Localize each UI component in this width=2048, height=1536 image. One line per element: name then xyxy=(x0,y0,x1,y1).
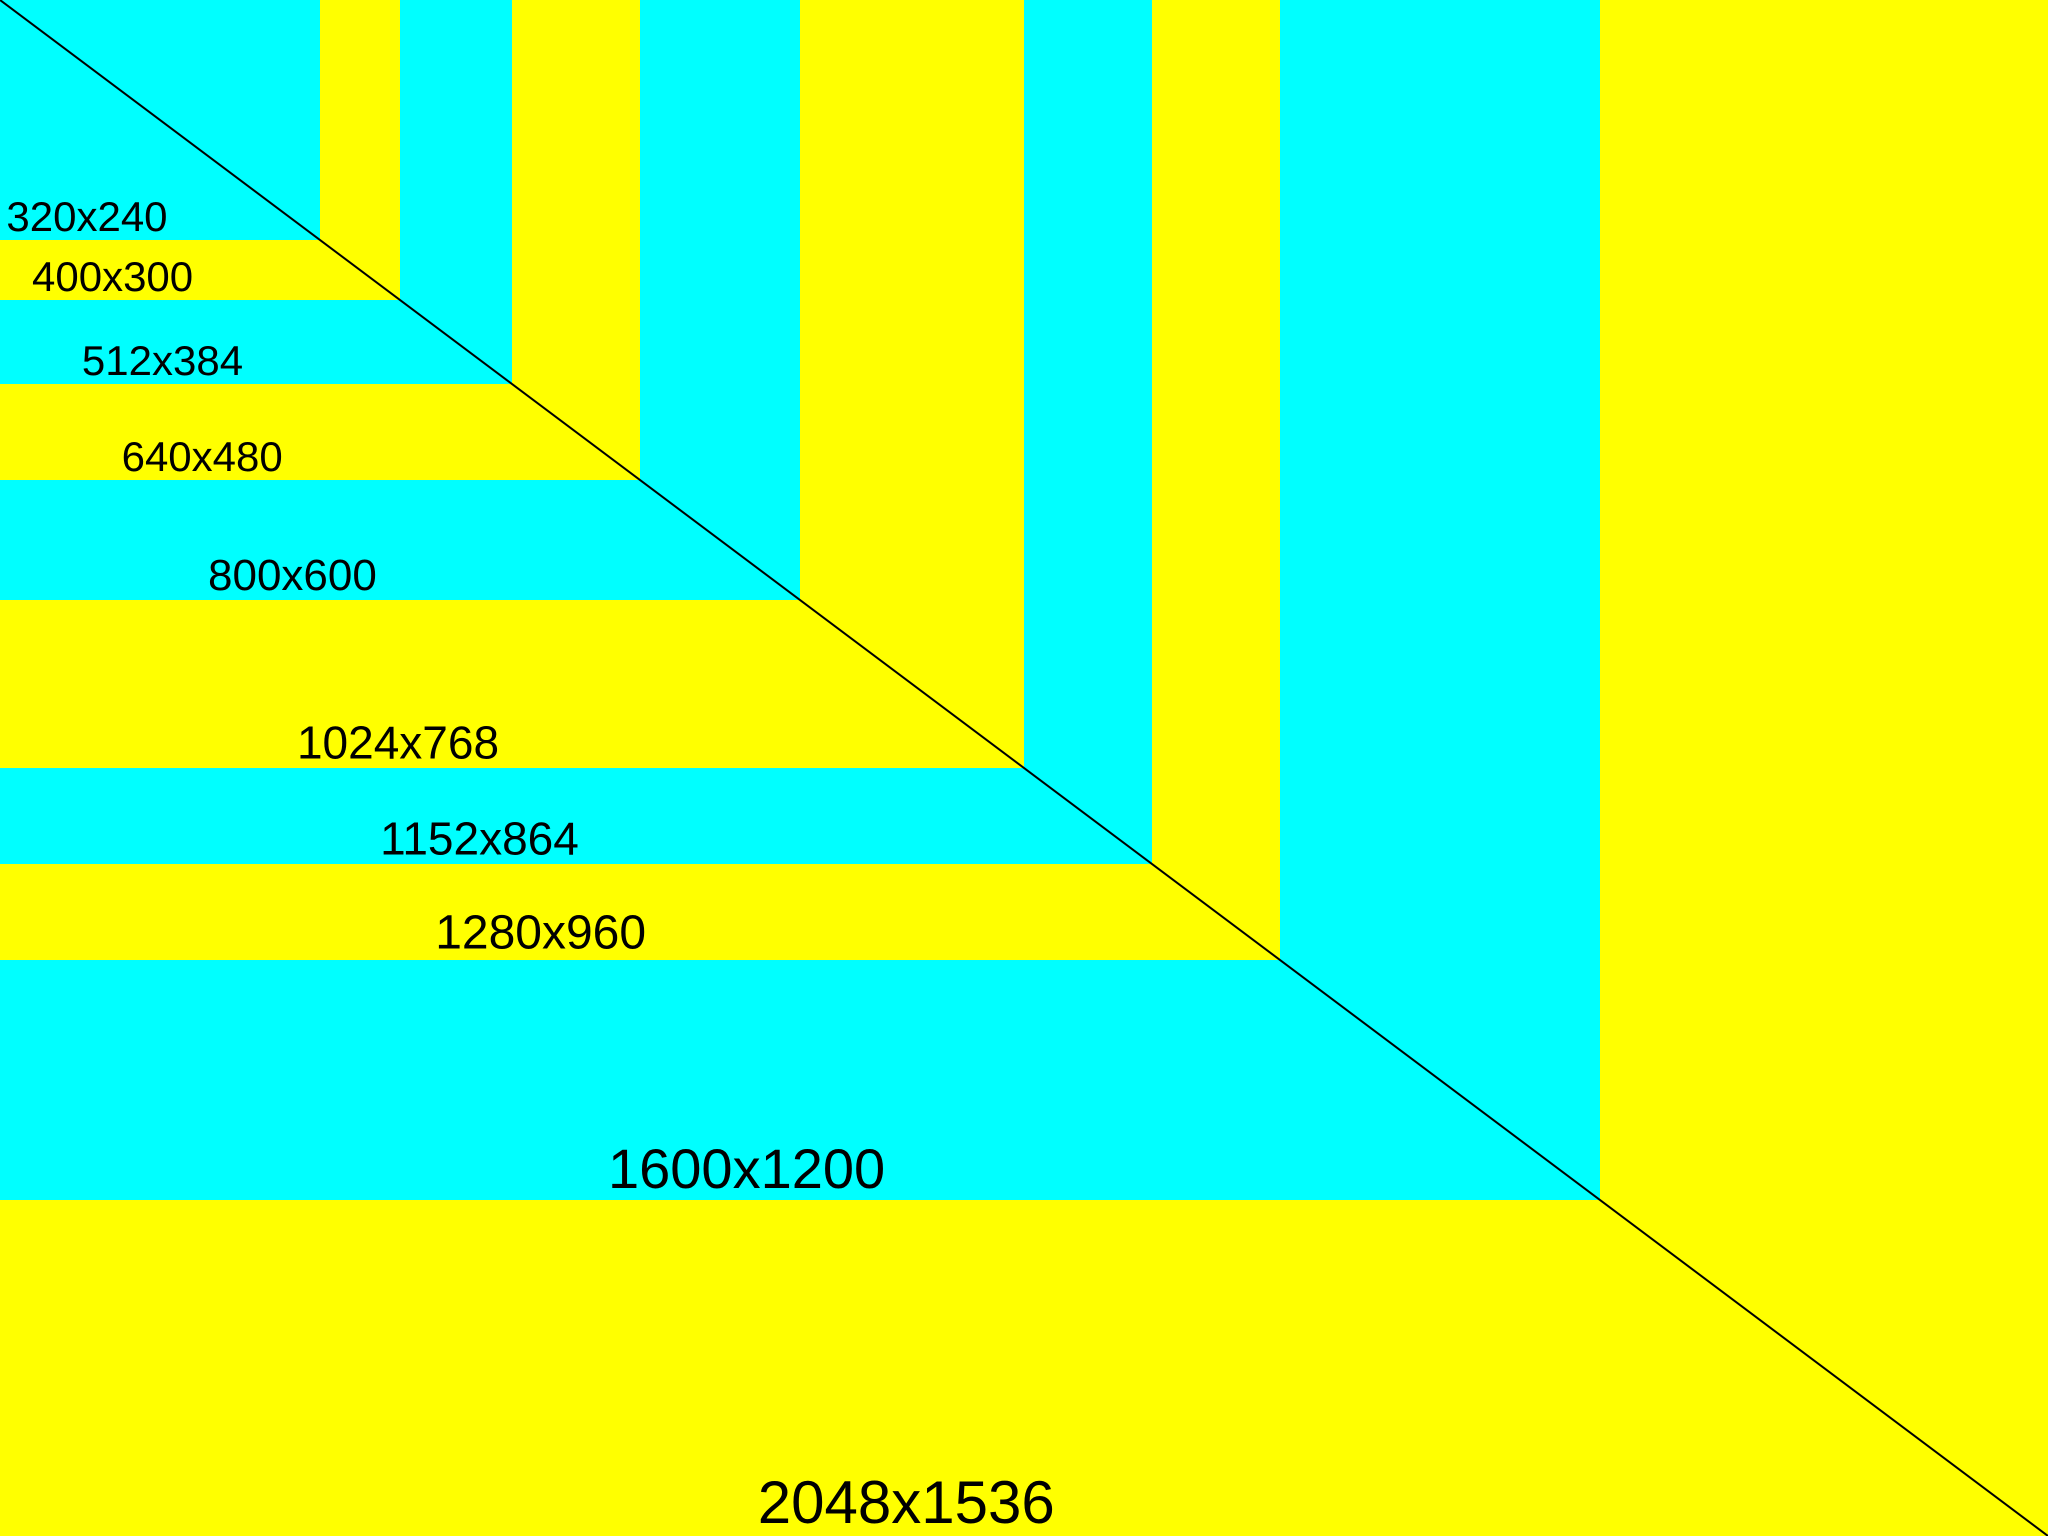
resolution-label-1024x768: 1024x768 xyxy=(297,720,499,768)
resolution-label-512x384: 512x384 xyxy=(82,340,243,384)
resolution-label-800x600: 800x600 xyxy=(208,554,377,600)
resolution-diagram: 2048x1536 1600x1200 1280x960 1152x864 1024x7… xyxy=(0,0,2048,1536)
resolution-label-320x240: 320x240 xyxy=(6,196,167,240)
resolution-label-640x480: 640x480 xyxy=(122,436,283,480)
resolution-label-1600x1200: 1600x1200 xyxy=(608,1141,885,1200)
resolution-label-2048x1536: 2048x1536 xyxy=(758,1473,1055,1536)
resolution-label-1152x864: 1152x864 xyxy=(380,816,579,864)
resolution-label-400x300: 400x300 xyxy=(32,256,193,300)
resolution-label-1280x960: 1280x960 xyxy=(435,910,646,960)
